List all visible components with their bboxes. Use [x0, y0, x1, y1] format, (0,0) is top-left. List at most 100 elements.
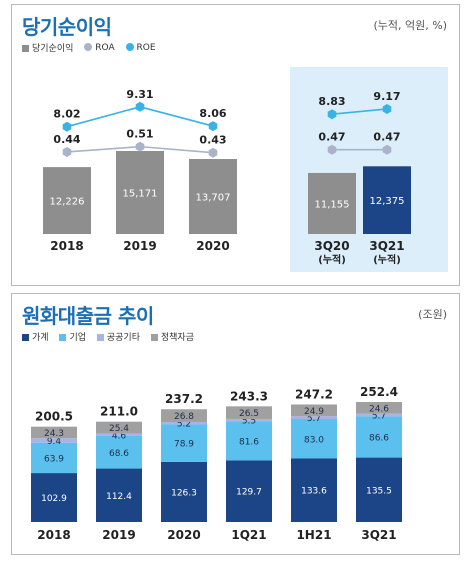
net-income-value-label: 15,171: [123, 189, 158, 200]
krw-loans-unit: (조원): [418, 308, 447, 321]
loan-segment-label: 25.4: [109, 424, 129, 434]
legend-swatch-icon: [150, 334, 158, 341]
loan-segment-label: 24.9: [304, 407, 324, 417]
roa-line: [139, 145, 214, 154]
roa-value-label: 0.47: [373, 131, 400, 144]
net-income-bar: [308, 172, 356, 234]
net-income-value-label: 12,226: [50, 197, 85, 208]
loan-segment-label: 9.4: [47, 437, 62, 447]
roe-value-label: 8.83: [318, 95, 345, 108]
net-income-legend: 당기순이익 ROA ROE: [22, 41, 164, 54]
krw-loans-legend: 가계 기업 공공기타 정책자금: [22, 330, 202, 343]
legend-swatch-icon: [59, 334, 67, 341]
roe-value-label: 8.06: [199, 107, 226, 120]
loan-segment-bar: [161, 421, 207, 425]
loan-segment-bar: [31, 426, 77, 439]
loan-segment-label: 4.6: [112, 431, 127, 441]
legend-label: 당기순이익: [32, 44, 74, 54]
loan-segment-bar: [226, 418, 272, 422]
roa-value-label: 0.44: [53, 133, 80, 146]
legend-item-roe: ROE: [125, 43, 156, 53]
loan-total-label: 252.4: [360, 385, 398, 399]
loan-segment-label: 24.3: [44, 429, 64, 439]
loan-segment-bar: [291, 404, 337, 417]
net-income-panel: 당기순이익 (누적, 억원, %) 당기순이익 ROA ROE 12,226 15…: [11, 4, 460, 286]
loan-segment-label: 135.5: [366, 486, 392, 496]
x-tick-label: 3Q21: [361, 528, 396, 542]
net-income-unit: (누적, 억원, %): [373, 19, 447, 32]
legend-label: ROA: [95, 42, 115, 53]
roa-marker: [62, 147, 72, 157]
loan-segment-label: 5.7: [372, 412, 386, 422]
loan-segment-bar: [356, 457, 402, 522]
x-tick-label: 2018: [37, 528, 70, 542]
roa-line: [66, 145, 141, 153]
loan-segment-label: 81.6: [239, 437, 259, 447]
legend-swatch-icon: [22, 334, 29, 341]
loan-segment-label: 133.6: [301, 487, 327, 497]
loan-segment-label: 112.4: [106, 492, 132, 502]
roe-marker: [327, 109, 337, 120]
net-income-chart: 12,226 15,171 13,707 11,155 12,375 8.02 0.44 9.…: [43, 67, 448, 272]
loan-segment-bar: [161, 409, 207, 422]
net-income-bar: [116, 151, 164, 234]
net-income-value-label: 12,375: [370, 196, 405, 207]
legend-item-household: 가계: [22, 330, 49, 343]
roa-value-label: 0.51: [126, 128, 153, 141]
loan-segment-label: 5.5: [242, 417, 256, 427]
x-tick-label: 2019: [102, 528, 135, 542]
loan-segment-label: 68.6: [109, 449, 129, 459]
roe-value-label: 8.02: [53, 108, 80, 121]
loan-segment-label: 86.6: [369, 433, 389, 443]
legend-swatch-icon: [125, 43, 134, 51]
loan-segment-bar: [96, 433, 142, 436]
loan-segment-bar: [96, 435, 142, 469]
loan-segment-bar: [291, 416, 337, 420]
roe-marker: [208, 121, 218, 132]
krw-loans-panel: 원화대출금 추이 (조원) 가계 기업 공공기타 정책자금 102.9 63.9 9…: [11, 293, 460, 555]
loan-segment-label: 5.7: [307, 414, 321, 424]
loan-total-label: 237.2: [165, 392, 203, 406]
x-tick-label: 2019: [123, 239, 156, 253]
loan-segment-bar: [161, 424, 207, 462]
loan-segment-label: 24.6: [369, 404, 389, 414]
loan-segment-bar: [291, 419, 337, 459]
loan-total-label: 243.3: [230, 389, 268, 403]
loan-segment-bar: [291, 458, 337, 522]
x-tick-sublabel: (누적): [373, 253, 401, 266]
roe-line: [66, 106, 141, 128]
x-tick-label: 2018: [50, 239, 83, 253]
loan-segment-bar: [356, 416, 402, 458]
x-tick-label: 3Q21: [369, 239, 404, 253]
x-tick-label: 1Q21: [231, 528, 266, 542]
loan-segment-bar: [161, 461, 207, 522]
legend-item-public-other: 공공기타: [96, 330, 140, 343]
loan-segment-bar: [226, 460, 272, 522]
loan-segment-bar: [226, 421, 272, 461]
roe-value-label: 9.31: [126, 88, 153, 101]
x-tick-label: 1H21: [296, 528, 331, 542]
x-tick-label: 2020: [167, 528, 200, 542]
net-income-bar: [43, 167, 91, 234]
loan-segment-label: 5.2: [177, 420, 191, 430]
roe-value-label: 9.17: [373, 90, 400, 103]
legend-swatch-icon: [84, 43, 93, 51]
x-tick-label: 3Q20: [314, 239, 349, 253]
loan-segment-bar: [96, 421, 142, 434]
loan-segment-label: 129.7: [236, 488, 262, 498]
loan-segment-label: 26.5: [239, 409, 259, 419]
legend-label: 정책자금: [160, 333, 194, 343]
x-tick-label: 2020: [196, 239, 229, 253]
roa-value-label: 0.43: [199, 134, 226, 147]
x-tick-sublabel: (누적): [318, 253, 346, 266]
loan-segment-bar: [356, 402, 402, 414]
net-income-title: 당기순이익: [22, 15, 112, 39]
roe-marker: [382, 104, 392, 114]
roa-marker: [135, 141, 145, 152]
loan-segment-bar: [31, 438, 77, 443]
loan-segment-bar: [31, 473, 77, 522]
net-income-value-label: 13,707: [196, 193, 231, 204]
loan-segment-label: 78.9: [174, 440, 194, 450]
legend-swatch-icon: [96, 334, 104, 341]
loan-segment-label: 26.8: [174, 412, 194, 422]
